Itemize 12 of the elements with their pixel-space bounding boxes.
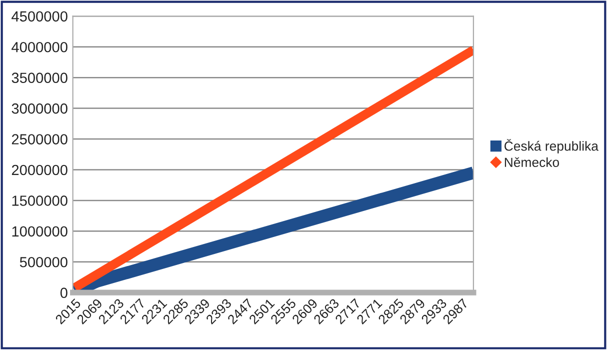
- y-tick-label: 4000000: [12, 42, 68, 52]
- y-tick-label: 4500000: [12, 11, 68, 22]
- y-tick-label: 3500000: [12, 72, 68, 84]
- y-tick-label: 1500000: [12, 196, 68, 206]
- y-tick-label: 0: [60, 288, 68, 298]
- legend-label: Česká republika: [504, 139, 598, 154]
- legend-label: Německo: [504, 157, 560, 168]
- y-tick-label: 1000000: [12, 226, 68, 237]
- y-tick-label: 2000000: [12, 164, 68, 176]
- y-tick-label: 2500000: [12, 134, 68, 144]
- y-tick-label: 3000000: [12, 103, 68, 114]
- y-tick-label: 500000: [20, 256, 68, 268]
